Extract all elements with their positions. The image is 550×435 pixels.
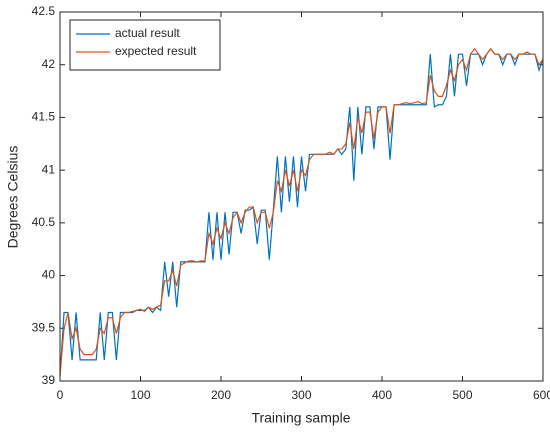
- x-tick-label: 600: [533, 388, 550, 402]
- legend-label: actual result: [115, 26, 180, 40]
- x-tick-label: 0: [57, 388, 64, 402]
- y-tick-label: 39.5: [32, 320, 56, 334]
- line-series: [59, 47, 544, 376]
- y-tick-label: 39: [42, 373, 56, 387]
- legend-box: [69, 19, 221, 71]
- line-series: [59, 47, 544, 376]
- x-axis-label: Training sample: [251, 410, 350, 426]
- y-axis-label: Degrees Celsius: [5, 146, 21, 249]
- y-tick-label: 42.5: [32, 4, 56, 18]
- x-tick-label: 500: [452, 388, 472, 402]
- x-tick-label: 300: [291, 388, 311, 402]
- x-tick-label: 100: [130, 388, 150, 402]
- y-tick-label: 40.5: [32, 215, 56, 229]
- x-tick-label: 400: [372, 388, 392, 402]
- legend-label: expected result: [115, 44, 197, 58]
- x-tick-label: 200: [211, 388, 231, 402]
- axes-box: [59, 11, 544, 382]
- y-tick-label: 40: [42, 268, 56, 282]
- y-tick-label: 42: [42, 57, 56, 71]
- y-tick-label: 41.5: [32, 110, 56, 124]
- y-tick-label: 41: [42, 162, 56, 176]
